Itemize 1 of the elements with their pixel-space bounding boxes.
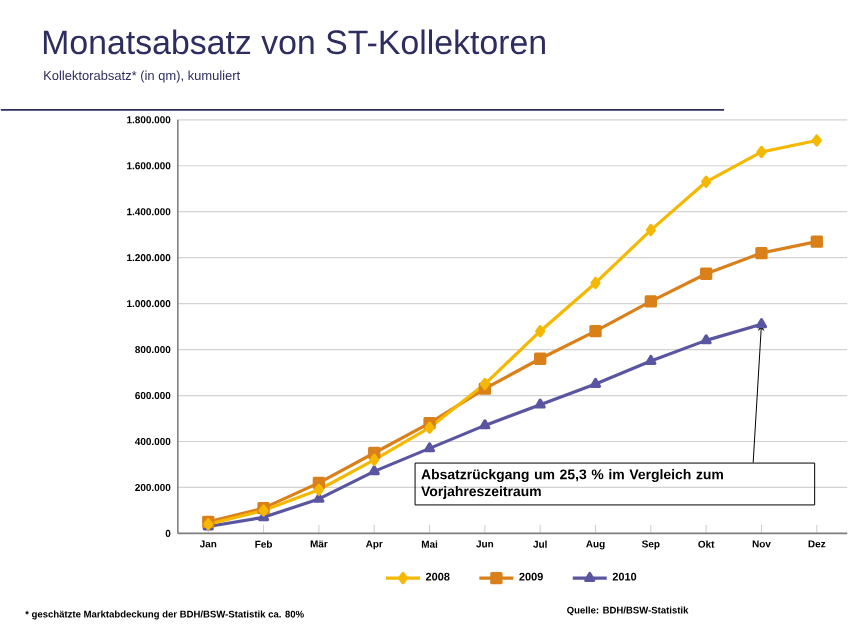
chart-title: Monatsabsatz von ST-Kollektoren: [43, 29, 545, 55]
